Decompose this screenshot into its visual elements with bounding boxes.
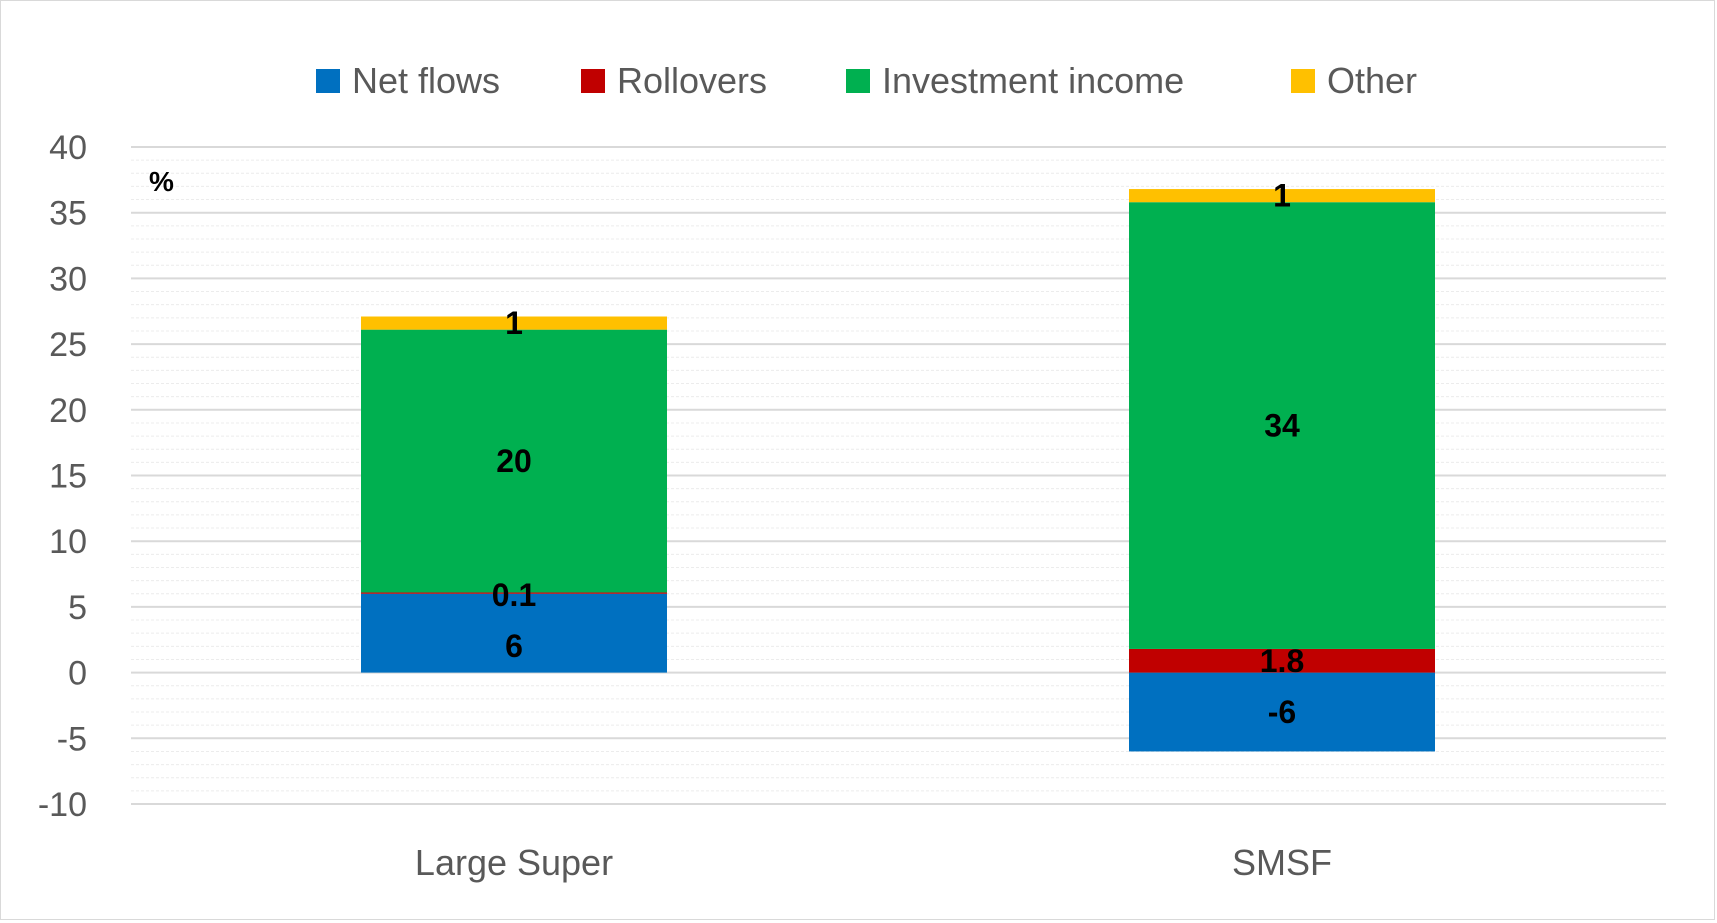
data-label: -6 xyxy=(1268,694,1296,730)
legend-label: Net flows xyxy=(352,60,500,101)
legend-swatch xyxy=(581,69,605,93)
bars xyxy=(361,189,1435,752)
legend-swatch xyxy=(1291,69,1315,93)
data-label: 1.8 xyxy=(1260,643,1304,679)
legend-swatch xyxy=(846,69,870,93)
data-label: 1 xyxy=(505,305,523,341)
legend-label: Investment income xyxy=(882,60,1184,101)
y-tick-label: 25 xyxy=(49,326,87,364)
y-tick-label: -5 xyxy=(57,720,87,758)
y-tick-label: 20 xyxy=(49,392,87,430)
data-label: 0.1 xyxy=(492,577,536,613)
x-category-label: Large Super xyxy=(415,842,613,883)
y-tick-label: -10 xyxy=(38,786,87,824)
bar-segment xyxy=(361,316,667,330)
y-tick-label: 0 xyxy=(68,655,87,693)
y-tick-label: 35 xyxy=(49,195,87,233)
y-tick-label: 30 xyxy=(49,260,87,298)
bar-segment xyxy=(1129,202,1435,649)
bar-segment xyxy=(361,592,667,594)
legend-label: Other xyxy=(1327,60,1417,101)
legend-label: Rollovers xyxy=(617,60,767,101)
data-label: 6 xyxy=(505,628,523,664)
y-tick-label: 15 xyxy=(49,458,87,496)
data-label: 20 xyxy=(496,443,532,479)
y-tick-label: 10 xyxy=(49,523,87,561)
bar-segment xyxy=(361,329,667,593)
y-tick-label: 40 xyxy=(49,129,87,167)
x-category-label: SMSF xyxy=(1232,842,1332,883)
legend: Net flows Rollovers Investment income Other xyxy=(316,60,1417,101)
y-axis-ticks: 40 35 30 25 20 15 10 5 0 -5 -10 xyxy=(38,129,87,824)
data-label: 34 xyxy=(1264,408,1300,444)
bar-segment xyxy=(1129,648,1435,673)
legend-swatch xyxy=(316,69,340,93)
y-unit-label: % xyxy=(149,166,174,197)
x-axis-categories: Large Super SMSF xyxy=(415,842,1332,883)
y-tick-label: 5 xyxy=(68,589,87,627)
data-labels: 6 0.1 20 1 -6 1.8 34 1 xyxy=(492,178,1304,730)
data-label: 1 xyxy=(1273,178,1291,214)
bar-segment xyxy=(1129,189,1435,203)
bar-segment xyxy=(1129,672,1435,752)
bar-segment xyxy=(361,593,667,673)
